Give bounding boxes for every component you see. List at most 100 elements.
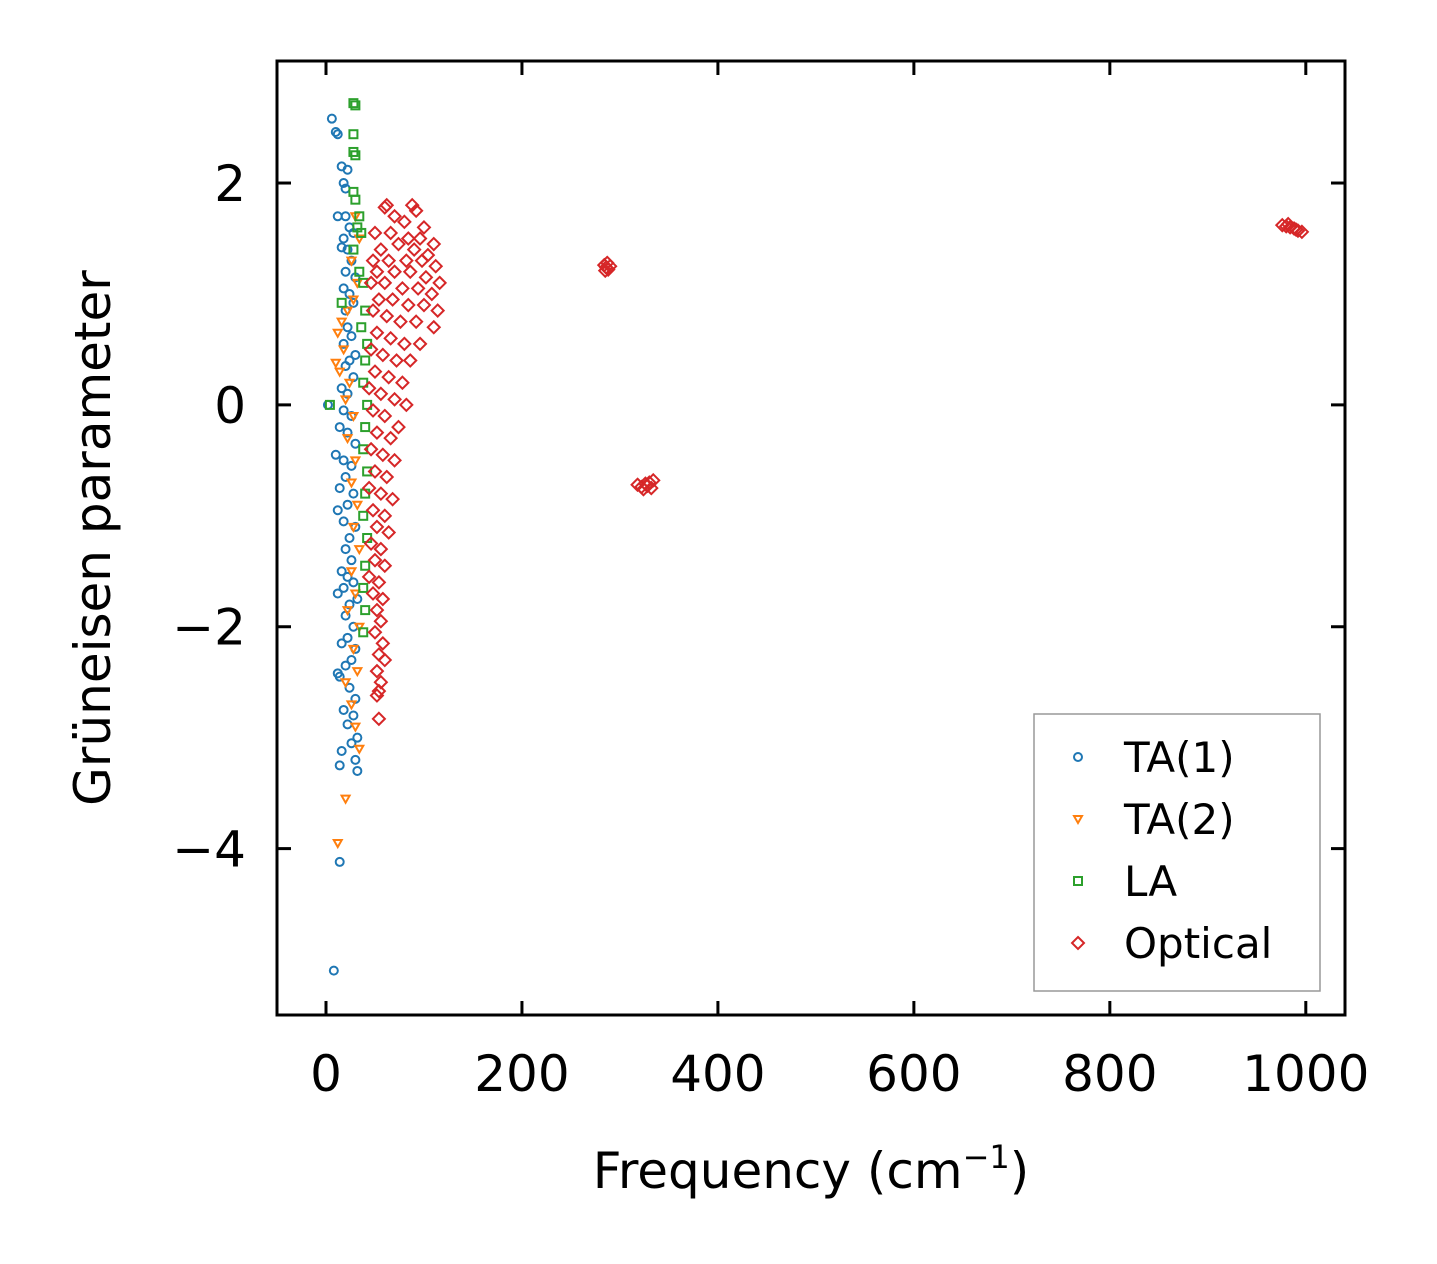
data-point bbox=[340, 266, 351, 277]
data-point bbox=[358, 444, 369, 455]
x-tick-label: 600 bbox=[866, 1045, 961, 1103]
legend-label: TA(2) bbox=[1123, 795, 1235, 844]
data-point bbox=[365, 303, 381, 319]
data-point bbox=[400, 297, 416, 313]
data-point bbox=[330, 358, 342, 369]
series-ta-2- bbox=[330, 212, 366, 850]
data-point bbox=[1294, 224, 1310, 240]
data-point bbox=[356, 227, 367, 238]
y-tick-label: −4 bbox=[172, 821, 246, 879]
data-point bbox=[341, 306, 354, 317]
data-point bbox=[410, 280, 426, 296]
legend-entry: LA bbox=[1073, 857, 1177, 906]
data-point bbox=[353, 744, 366, 755]
data-point bbox=[350, 754, 361, 765]
legend: TA(1) TA(2) LA Optical bbox=[1033, 713, 1321, 992]
data-point bbox=[363, 342, 379, 357]
legend-entry: TA(2) bbox=[1072, 795, 1235, 844]
data-point bbox=[404, 197, 420, 213]
legend-label: TA(1) bbox=[1123, 733, 1235, 782]
data-point bbox=[375, 591, 391, 607]
data-point bbox=[333, 367, 346, 378]
data-point bbox=[358, 510, 369, 521]
plot-frame bbox=[275, 59, 1347, 1017]
data-point bbox=[358, 277, 369, 288]
data-point bbox=[383, 225, 399, 241]
data-point bbox=[350, 349, 361, 360]
data-point bbox=[330, 126, 341, 137]
data-point bbox=[330, 449, 341, 460]
x-tick-label: 200 bbox=[474, 1045, 569, 1103]
data-point bbox=[338, 338, 349, 349]
data-point bbox=[338, 178, 349, 189]
data-point bbox=[336, 638, 347, 649]
data-point bbox=[426, 236, 442, 252]
data-point bbox=[351, 500, 364, 511]
data-point bbox=[369, 264, 385, 280]
data-point bbox=[391, 236, 406, 252]
data-point bbox=[369, 425, 385, 441]
data-point bbox=[339, 794, 352, 805]
tick-layer: 0 200 400 600 800 1000 2 0 −2 −4 bbox=[172, 61, 1369, 1103]
data-point bbox=[350, 150, 361, 161]
data-point bbox=[346, 555, 357, 566]
data-point bbox=[349, 456, 362, 467]
data-point bbox=[412, 231, 428, 246]
legend-entry: Optical bbox=[1070, 919, 1272, 968]
data-point bbox=[347, 644, 360, 655]
data-point bbox=[426, 319, 442, 335]
data-point bbox=[395, 375, 410, 391]
data-point bbox=[365, 502, 381, 518]
data-point bbox=[344, 599, 355, 610]
data-point bbox=[377, 508, 393, 524]
data-point bbox=[385, 292, 401, 307]
series-optical bbox=[361, 197, 1310, 727]
data-point bbox=[345, 478, 358, 489]
data-point bbox=[341, 606, 354, 617]
data-point bbox=[348, 98, 359, 109]
data-point bbox=[416, 297, 432, 313]
data-point bbox=[347, 522, 360, 533]
data-point bbox=[360, 560, 371, 571]
data-point bbox=[391, 419, 406, 435]
data-point bbox=[373, 613, 389, 629]
data-point bbox=[369, 663, 385, 679]
data-point bbox=[332, 328, 344, 339]
data-point bbox=[353, 234, 366, 245]
data-point bbox=[402, 353, 418, 368]
data-point bbox=[362, 399, 373, 410]
legend-marker bbox=[1070, 935, 1086, 951]
series-la bbox=[324, 98, 373, 638]
data-point bbox=[335, 317, 348, 328]
data-point bbox=[367, 624, 383, 640]
data-point bbox=[418, 269, 434, 285]
data-point bbox=[383, 430, 399, 446]
data-point bbox=[367, 552, 383, 568]
data-point bbox=[414, 253, 430, 269]
data-point bbox=[334, 671, 345, 682]
data-point bbox=[342, 499, 353, 510]
data-point bbox=[358, 582, 369, 593]
data-point bbox=[332, 211, 343, 222]
data-point bbox=[334, 760, 345, 771]
data-point bbox=[338, 455, 349, 466]
data-point bbox=[340, 361, 351, 372]
data-point bbox=[361, 380, 377, 396]
data-point bbox=[643, 480, 659, 496]
data-point bbox=[350, 100, 361, 111]
data-point bbox=[363, 441, 379, 457]
data-point bbox=[393, 314, 408, 330]
data-point bbox=[377, 558, 393, 574]
data-point bbox=[375, 347, 391, 363]
data-point bbox=[348, 488, 359, 499]
data-point bbox=[1274, 217, 1290, 233]
legend-marker bbox=[1073, 752, 1083, 762]
data-point bbox=[334, 422, 345, 433]
data-point bbox=[342, 388, 353, 399]
data-point bbox=[336, 745, 347, 756]
y-tick-label: 2 bbox=[214, 155, 246, 213]
data-point bbox=[346, 331, 357, 342]
data-point bbox=[348, 129, 359, 140]
data-point bbox=[340, 544, 351, 555]
data-point bbox=[379, 308, 395, 324]
